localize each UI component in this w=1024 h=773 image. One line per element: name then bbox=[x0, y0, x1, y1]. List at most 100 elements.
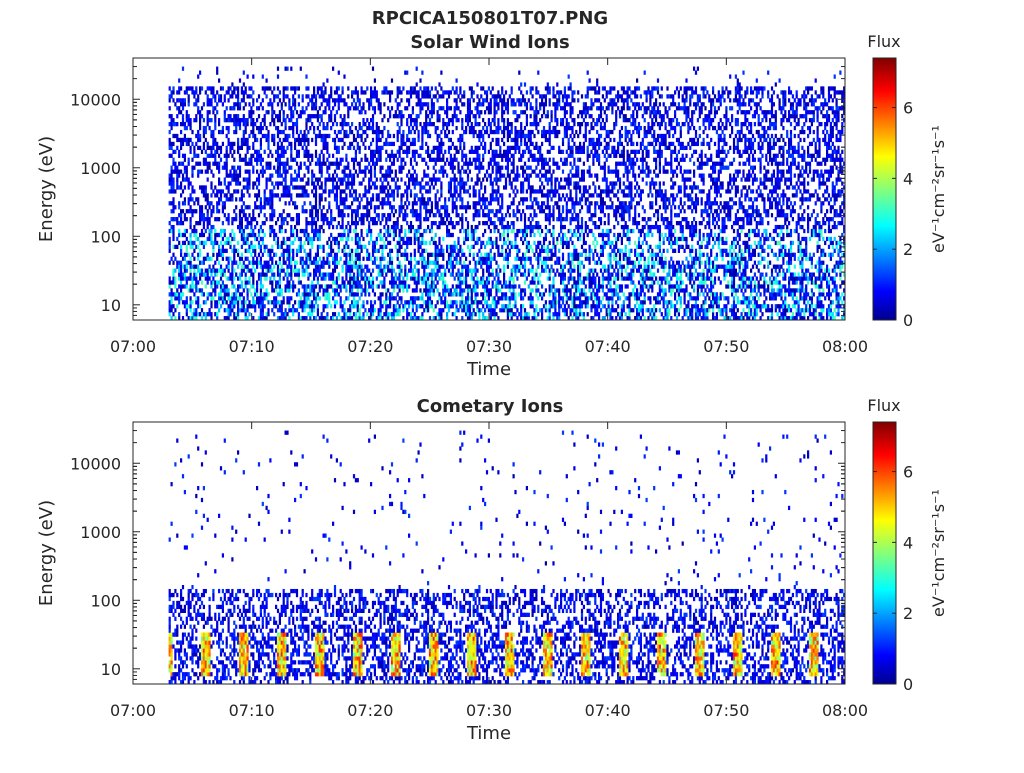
heatmap-cell bbox=[333, 260, 337, 265]
heatmap-cell bbox=[493, 256, 496, 261]
heatmap-cell bbox=[208, 118, 211, 123]
heatmap-cell bbox=[463, 288, 466, 293]
heatmap-cell bbox=[225, 197, 228, 202]
heatmap-cell bbox=[402, 316, 405, 321]
heatmap-cell bbox=[446, 106, 449, 111]
heatmap-cell bbox=[265, 86, 268, 91]
heatmap-cell bbox=[265, 292, 268, 297]
heatmap-cell bbox=[307, 141, 310, 147]
heatmap-cell bbox=[487, 217, 490, 222]
heatmap-cell bbox=[465, 157, 468, 162]
heatmap-cell bbox=[360, 221, 363, 226]
heatmap-cell bbox=[322, 205, 325, 210]
heatmap-cell bbox=[212, 86, 215, 91]
heatmap-cell bbox=[394, 114, 397, 119]
heatmap-cell bbox=[468, 106, 471, 111]
heatmap-cell bbox=[286, 288, 289, 293]
heatmap-cell bbox=[286, 312, 289, 317]
heatmap-cell bbox=[216, 312, 219, 317]
heatmap-cell bbox=[472, 129, 475, 135]
heatmap-cell bbox=[221, 141, 224, 147]
heatmap-cell bbox=[455, 260, 458, 265]
heatmap-cell bbox=[461, 205, 464, 210]
heatmap-cell bbox=[252, 232, 255, 238]
heatmap-cell bbox=[381, 217, 384, 222]
heatmap-cell bbox=[417, 260, 420, 265]
heatmap-cell bbox=[446, 213, 449, 218]
heatmap-cell bbox=[396, 193, 399, 198]
heatmap-cell bbox=[428, 300, 432, 305]
heatmap-cell bbox=[489, 308, 492, 313]
heatmap-cell bbox=[185, 264, 188, 269]
heatmap-cell bbox=[409, 312, 413, 317]
heatmap-cell bbox=[358, 268, 361, 273]
heatmap-cell bbox=[358, 165, 361, 170]
heatmap-cell bbox=[229, 256, 232, 261]
heatmap-cell bbox=[470, 272, 473, 277]
heatmap-cell bbox=[288, 201, 291, 206]
heatmap-cell bbox=[294, 272, 297, 277]
heatmap-cell bbox=[250, 260, 253, 265]
heatmap-cell bbox=[371, 280, 375, 285]
heatmap-cell bbox=[360, 217, 363, 222]
heatmap-cell bbox=[423, 205, 426, 210]
heatmap-cell bbox=[290, 106, 293, 111]
heatmap-cell bbox=[413, 264, 416, 269]
heatmap-cell bbox=[284, 86, 287, 91]
heatmap-cell bbox=[335, 165, 338, 170]
heatmap-cell bbox=[305, 236, 308, 242]
heatmap-cell bbox=[436, 149, 439, 154]
heatmap-cell bbox=[210, 316, 213, 321]
heatmap-cell bbox=[225, 236, 228, 242]
heatmap-cell bbox=[468, 125, 471, 131]
heatmap-cell bbox=[461, 300, 464, 305]
heatmap-cell bbox=[440, 264, 443, 269]
heatmap-cell bbox=[430, 268, 433, 273]
heatmap-cell bbox=[305, 149, 308, 154]
heatmap-cell bbox=[434, 244, 437, 250]
heatmap-cell bbox=[273, 94, 276, 99]
heatmap-cell bbox=[299, 141, 302, 147]
heatmap-cell bbox=[278, 118, 281, 123]
heatmap-cell bbox=[292, 102, 295, 107]
heatmap-cell bbox=[423, 268, 426, 273]
heatmap-cell bbox=[267, 137, 270, 143]
heatmap-cell bbox=[328, 201, 331, 206]
heatmap-cell bbox=[271, 244, 274, 250]
heatmap-cell bbox=[398, 272, 401, 277]
heatmap-cell bbox=[409, 118, 413, 123]
heatmap-cell bbox=[318, 86, 321, 91]
heatmap-cell bbox=[411, 181, 414, 186]
heatmap-cell bbox=[480, 133, 483, 139]
heatmap-cell bbox=[440, 94, 443, 99]
heatmap-cell bbox=[400, 284, 403, 289]
heatmap-cell bbox=[307, 129, 310, 135]
heatmap-cell bbox=[278, 161, 281, 166]
heatmap-cell bbox=[484, 284, 487, 289]
heatmap-cell bbox=[451, 304, 454, 309]
heatmap-cell bbox=[485, 197, 489, 202]
heatmap-cell bbox=[324, 177, 327, 182]
heatmap-cell bbox=[208, 125, 211, 131]
heatmap-cell bbox=[356, 161, 359, 166]
heatmap-cell bbox=[358, 260, 361, 265]
heatmap-cell bbox=[341, 169, 344, 174]
heatmap-cell bbox=[229, 308, 232, 313]
heatmap-cell bbox=[379, 177, 382, 182]
heatmap-cell bbox=[326, 78, 329, 83]
heatmap-cell bbox=[332, 312, 335, 317]
heatmap-cell bbox=[284, 177, 287, 182]
heatmap-cell bbox=[183, 217, 186, 222]
heatmap-cell bbox=[394, 312, 397, 317]
heatmap-cell bbox=[427, 86, 430, 91]
heatmap-cell bbox=[419, 185, 422, 190]
heatmap-cell bbox=[223, 296, 226, 301]
heatmap-cell bbox=[438, 145, 441, 151]
heatmap-cell bbox=[468, 304, 471, 309]
heatmap-cell bbox=[428, 197, 432, 202]
heatmap-cell bbox=[377, 137, 380, 143]
heatmap-cell bbox=[244, 224, 247, 230]
heatmap-cell bbox=[413, 153, 416, 158]
heatmap-cell bbox=[396, 292, 399, 297]
heatmap-cell bbox=[493, 221, 496, 226]
